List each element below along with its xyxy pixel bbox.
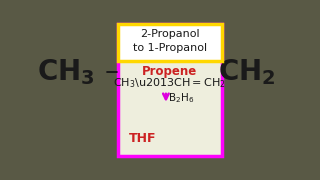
Text: to 1-Propanol: to 1-Propanol [133,43,207,53]
Text: Propene: Propene [142,65,197,78]
Text: $\mathregular{CH_3}$ –: $\mathregular{CH_3}$ – [36,57,119,87]
Bar [118,24,222,156]
Text: $\mathregular{CH_3}$\u2013$\mathregular{CH{=}CH_2}$: $\mathregular{CH_3}$\u2013$\mathregular{… [113,76,226,90]
Bar [118,24,222,61]
Text: $\mathregular{CH_2}$: $\mathregular{CH_2}$ [218,57,276,87]
Text: $\mathregular{B_2H_6}$: $\mathregular{B_2H_6}$ [168,91,195,105]
Text: 2-Propanol: 2-Propanol [140,29,200,39]
FancyArrowPatch shape [163,94,169,99]
Text: THF: THF [129,132,157,145]
